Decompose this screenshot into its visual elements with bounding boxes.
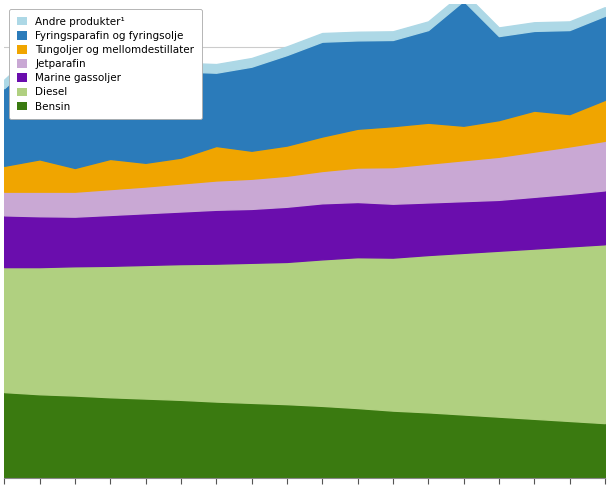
Legend: Andre produkter¹, Fyringsparafin og fyringsolje, Tungoljer og mellomdestillater,: Andre produkter¹, Fyringsparafin og fyri…	[9, 9, 202, 119]
